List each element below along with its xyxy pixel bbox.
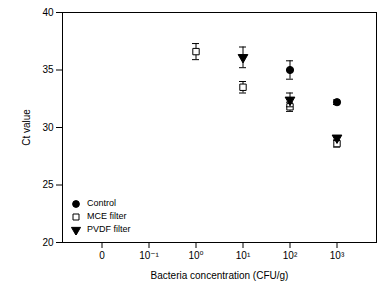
svg-text:40: 40 xyxy=(42,7,54,18)
svg-text:Bacteria concentration (CFU/g): Bacteria concentration (CFU/g) xyxy=(151,270,289,281)
html-text:Control: Control xyxy=(87,198,116,208)
svg-text:20: 20 xyxy=(42,237,54,248)
svg-text:10¹: 10¹ xyxy=(236,250,251,261)
svg-text:10²: 10² xyxy=(283,250,298,261)
svg-text:30: 30 xyxy=(42,122,54,133)
svg-text:0: 0 xyxy=(99,250,105,261)
html-text:MCE filter: MCE filter xyxy=(87,211,127,221)
svg-text:Ct value: Ct value xyxy=(21,109,32,146)
svg-text:10³: 10³ xyxy=(330,250,345,261)
svg-text:10⁰: 10⁰ xyxy=(188,250,203,261)
html-text:PVDF filter: PVDF filter xyxy=(87,224,131,234)
svg-text:25: 25 xyxy=(42,179,54,190)
svg-text:10⁻¹: 10⁻¹ xyxy=(139,250,159,261)
svg-text:35: 35 xyxy=(42,64,54,75)
